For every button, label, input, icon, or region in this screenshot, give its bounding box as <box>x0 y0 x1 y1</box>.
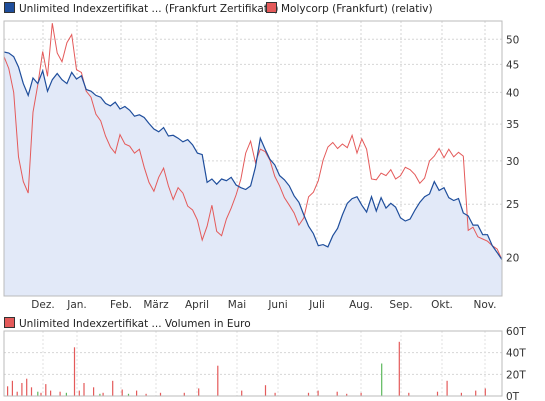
volume-bar <box>360 392 362 397</box>
volume-bar <box>50 390 52 396</box>
y-tick-label: 50 <box>506 34 519 46</box>
volume-bar <box>59 391 61 396</box>
volume-bar <box>346 393 348 396</box>
x-tick-label: April <box>185 299 209 311</box>
volume-bar <box>136 390 138 396</box>
volume-bar <box>241 390 243 396</box>
volume-bar <box>45 384 47 396</box>
volume-bar <box>11 380 13 396</box>
volume-bar <box>336 391 338 396</box>
legend-series2-label: Molycorp (Frankfurt) (relativ) <box>281 3 433 15</box>
volume-bar <box>102 392 104 397</box>
volume-bar <box>21 383 23 396</box>
y-tick-label: 35 <box>506 119 519 131</box>
legend-series1-label: Unlimited Indexzertifikat ... (Frankfurt… <box>19 3 279 15</box>
volume-bar <box>112 380 114 396</box>
volume-bar <box>460 392 462 397</box>
y-tick-label: 45 <box>506 59 519 71</box>
volume-bar <box>37 391 39 396</box>
volume-bar <box>217 365 219 396</box>
x-tick-label: Jan. <box>66 299 87 311</box>
y-tick-label: 40 <box>506 87 519 99</box>
x-tick-label: Mai <box>228 299 246 311</box>
volume-bar <box>7 386 9 397</box>
volume-bar <box>484 388 486 396</box>
series1-area <box>4 52 502 296</box>
series1-line <box>3 51 503 261</box>
y-tick-label: 30 <box>506 156 519 168</box>
volume-bar <box>78 390 80 396</box>
volume-tick-label: 40T <box>506 348 526 360</box>
x-tick-label: März <box>143 299 169 311</box>
y-tick-label: 25 <box>506 199 519 211</box>
legend-volume-label: Unlimited Indexzertifikat ... Volumen in… <box>19 318 251 330</box>
volume-bar <box>398 341 400 396</box>
series2-swatch <box>266 2 277 13</box>
volume-tick-label: 20T <box>506 369 526 381</box>
volume-bar <box>145 393 147 396</box>
volume-bar <box>30 387 33 396</box>
volume-bar <box>475 390 477 396</box>
y-tick-label: 20 <box>506 252 519 264</box>
volume-bar <box>436 391 439 396</box>
volume-bar <box>274 392 276 397</box>
series2-line <box>3 23 503 260</box>
volume-bar <box>408 392 410 397</box>
volume-bar <box>446 380 448 396</box>
x-tick-label: Juni <box>267 299 287 311</box>
volume-tick-label: 0T <box>506 391 520 401</box>
volume-bar <box>317 390 319 396</box>
x-tick-label: Sep. <box>389 299 412 311</box>
legend-volume: Unlimited Indexzertifikat ... Volumen in… <box>4 317 251 330</box>
volume-bar <box>307 392 310 397</box>
volume-bar <box>65 392 67 397</box>
volume-tick-label: 60T <box>506 326 526 338</box>
volume-bar <box>121 389 123 396</box>
legend-series1: Unlimited Indexzertifikat ... (Frankfurt… <box>4 2 278 15</box>
volume-frame <box>3 330 503 397</box>
volume-swatch <box>4 317 15 328</box>
volume-bar <box>83 383 85 396</box>
volume-bar <box>127 393 130 396</box>
x-tick-label: Feb. <box>110 299 132 311</box>
volume-bar <box>73 347 76 397</box>
volume-bar <box>381 363 383 396</box>
x-tick-label: Aug. <box>349 299 373 311</box>
x-tick-label: Okt. <box>431 299 453 311</box>
volume-bar <box>198 388 200 396</box>
volume-bar <box>159 392 162 397</box>
volume-bar <box>16 391 18 396</box>
x-tick-label: Dez. <box>31 299 54 311</box>
volume-bar <box>26 378 28 396</box>
volume-bar <box>40 392 42 397</box>
volume-bar <box>264 385 267 396</box>
volume-bar <box>99 393 101 396</box>
series1-swatch <box>4 2 15 13</box>
volume-bar <box>183 392 185 397</box>
x-tick-label: Juli <box>308 299 325 311</box>
volume-bar <box>93 387 95 396</box>
plot-frame <box>3 20 503 297</box>
legend-series2: Molycorp (Frankfurt) (relativ) <box>266 2 433 15</box>
x-tick-label: Nov. <box>473 299 496 311</box>
